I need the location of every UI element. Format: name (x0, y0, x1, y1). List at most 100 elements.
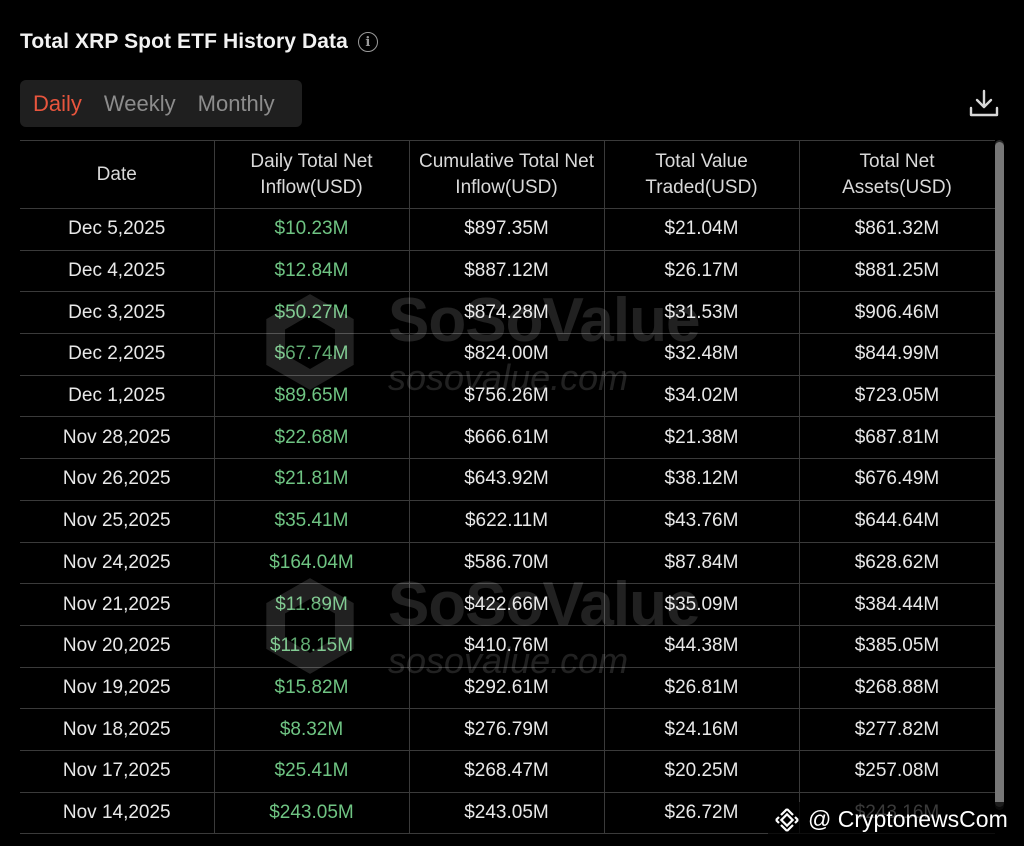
value-traded-cell: $32.48M (603, 333, 800, 376)
date-cell: Dec 5,2025 (20, 208, 215, 251)
value-traded-cell: $24.16M (603, 708, 800, 751)
download-icon[interactable] (966, 86, 1002, 122)
date-cell: Nov 24,2025 (20, 541, 215, 585)
net-assets-cell: $676.49M (798, 458, 995, 501)
value-traded-cell: $26.72M (603, 791, 800, 835)
value-traded-cell: $20.25M (603, 749, 800, 793)
daily-inflow-cell: $25.41M (213, 749, 410, 793)
daily-inflow-cell: $164.04M (213, 541, 410, 585)
tab-weekly[interactable]: Weekly (103, 90, 176, 116)
date-cell: Nov 20,2025 (20, 624, 215, 668)
column-header-value-traded[interactable]: Total Value Traded(USD) (603, 140, 800, 209)
date-cell: Dec 2,2025 (20, 333, 215, 376)
value-traded-cell: $26.17M (603, 249, 800, 293)
net-assets-cell: $861.32M (798, 208, 995, 251)
period-tabs: Daily Weekly Monthly (20, 80, 302, 127)
value-traded-cell: $21.04M (603, 208, 800, 251)
net-assets-cell: $628.62M (798, 541, 995, 585)
date-cell: Nov 18,2025 (20, 708, 215, 751)
net-assets-cell: $384.44M (798, 583, 995, 626)
daily-inflow-cell: $8.32M (213, 708, 410, 751)
date-cell: Nov 14,2025 (20, 791, 215, 835)
value-traded-cell: $87.84M (603, 541, 800, 585)
value-traded-cell: $21.38M (603, 416, 800, 460)
net-assets-cell: $385.05M (798, 624, 995, 668)
net-assets-cell: $268.88M (798, 666, 995, 710)
cumulative-inflow-cell: $586.70M (408, 541, 605, 585)
table-row: Dec 5,2025 $10.23M $897.35M $21.04M $861.32M (20, 208, 995, 251)
net-assets-cell: $257.08M (798, 749, 995, 793)
daily-inflow-cell: $67.74M (213, 333, 410, 376)
value-traded-cell: $31.53M (603, 291, 800, 335)
cumulative-inflow-cell: $756.26M (408, 374, 605, 418)
table-row: Dec 1,2025 $89.65M $756.26M $34.02M $723.05M (20, 374, 995, 418)
table-row: Nov 17,2025 $25.41M $268.47M $20.25M $257.08… (20, 749, 995, 793)
net-assets-cell: $644.64M (798, 499, 995, 543)
cumulative-inflow-cell: $243.05M (408, 791, 605, 835)
date-cell: Nov 26,2025 (20, 458, 215, 501)
date-cell: Nov 28,2025 (20, 416, 215, 460)
cumulative-inflow-cell: $622.11M (408, 499, 605, 543)
table-row: Dec 2,2025 $67.74M $824.00M $32.48M $844.99M (20, 333, 995, 376)
table-row: Nov 26,2025 $21.81M $643.92M $38.12M $676.49… (20, 458, 995, 501)
cumulative-inflow-cell: $643.92M (408, 458, 605, 501)
info-circle-icon[interactable]: i (357, 32, 378, 52)
net-assets-cell: $881.25M (798, 249, 995, 293)
cumulative-inflow-cell: $666.61M (408, 416, 605, 460)
daily-inflow-cell: $15.82M (213, 666, 410, 710)
binance-logo-icon (775, 807, 799, 832)
column-header-date[interactable]: Date (20, 140, 215, 209)
scrollbar-thumb[interactable] (995, 142, 1004, 807)
cumulative-inflow-cell: $824.00M (408, 333, 605, 376)
daily-inflow-cell: $118.15M (213, 624, 410, 668)
table-row: Nov 24,2025 $164.04M $586.70M $87.84M $628.6… (20, 541, 995, 585)
credit-text: @ CryptonewsCom (808, 806, 1008, 832)
value-traded-cell: $35.09M (603, 583, 800, 626)
cumulative-inflow-cell: $410.76M (408, 624, 605, 668)
table-body: Dec 5,2025 $10.23M $897.35M $21.04M $861.32M… (20, 208, 995, 835)
daily-inflow-cell: $11.89M (213, 583, 410, 626)
daily-inflow-cell: $89.65M (213, 374, 410, 418)
date-cell: Dec 1,2025 (20, 374, 215, 418)
table-row: Nov 19,2025 $15.82M $292.61M $26.81M $268.88… (20, 666, 995, 710)
table-row: Nov 18,2025 $8.32M $276.79M $24.16M $277.82M (20, 708, 995, 751)
date-cell: Dec 4,2025 (20, 249, 215, 293)
cumulative-inflow-cell: $268.47M (408, 749, 605, 793)
date-cell: Nov 19,2025 (20, 666, 215, 710)
daily-inflow-cell: $22.68M (213, 416, 410, 460)
table-header-row: Date Daily Total Net Inflow(USD) Cumulat… (20, 140, 995, 209)
date-cell: Nov 17,2025 (20, 749, 215, 793)
table-row: Nov 20,2025 $118.15M $410.76M $44.38M $385.0… (20, 624, 995, 668)
net-assets-cell: $906.46M (798, 291, 995, 335)
table-row: Nov 21,2025 $11.89M $422.66M $35.09M $384.44… (20, 583, 995, 626)
date-cell: Dec 3,2025 (20, 291, 215, 335)
etf-history-table: Date Daily Total Net Inflow(USD) Cumulat… (20, 140, 995, 846)
table-row: Nov 28,2025 $22.68M $666.61M $21.38M $687.81… (20, 416, 995, 460)
daily-inflow-cell: $10.23M (213, 208, 410, 251)
credit-badge: @ CryptonewsCom (768, 802, 1014, 837)
cumulative-inflow-cell: $422.66M (408, 583, 605, 626)
value-traded-cell: $38.12M (603, 458, 800, 501)
value-traded-cell: $34.02M (603, 374, 800, 418)
column-header-daily-inflow[interactable]: Daily Total Net Inflow(USD) (213, 140, 410, 209)
tab-monthly[interactable]: Monthly (197, 90, 275, 116)
cumulative-inflow-cell: $874.28M (408, 291, 605, 335)
daily-inflow-cell: $21.81M (213, 458, 410, 501)
date-cell: Nov 21,2025 (20, 583, 215, 626)
value-traded-cell: $26.81M (603, 666, 800, 710)
tab-daily[interactable]: Daily (33, 90, 82, 116)
daily-inflow-cell: $35.41M (213, 499, 410, 543)
table-row: Dec 4,2025 $12.84M $887.12M $26.17M $881.25M (20, 249, 995, 293)
net-assets-cell: $844.99M (798, 333, 995, 376)
cumulative-inflow-cell: $276.79M (408, 708, 605, 751)
page-title: Total XRP Spot ETF History Data (20, 30, 348, 53)
table-row: Nov 25,2025 $35.41M $622.11M $43.76M $644.64… (20, 499, 995, 543)
column-header-cumulative-inflow[interactable]: Cumulative Total Net Inflow(USD) (408, 140, 605, 209)
cumulative-inflow-cell: $887.12M (408, 249, 605, 293)
daily-inflow-cell: $50.27M (213, 291, 410, 335)
column-header-net-assets[interactable]: Total Net Assets(USD) (798, 140, 995, 209)
table-row: Dec 3,2025 $50.27M $874.28M $31.53M $906.46M (20, 291, 995, 335)
daily-inflow-cell: $243.05M (213, 791, 410, 835)
net-assets-cell: $277.82M (798, 708, 995, 751)
date-cell: Nov 25,2025 (20, 499, 215, 543)
